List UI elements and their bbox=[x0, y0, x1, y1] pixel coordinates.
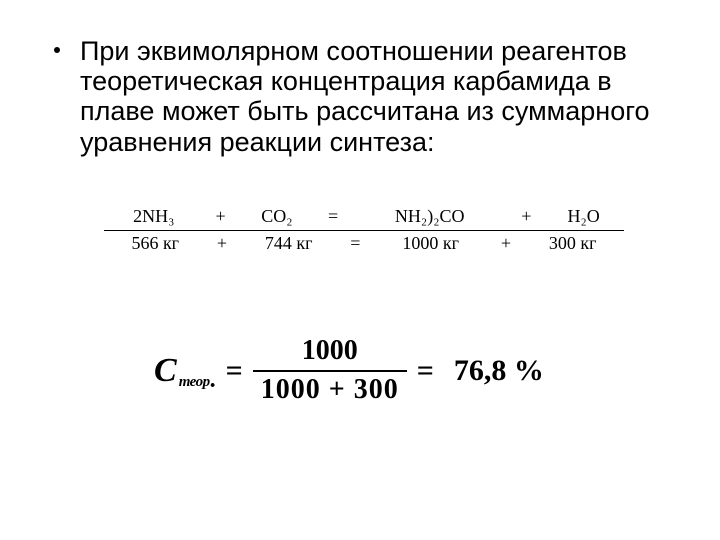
bullet-text: При эквимолярном соотношении реагентов т… bbox=[80, 36, 649, 157]
bullet-item: При эквимолярном соотношении реагентов т… bbox=[50, 36, 660, 157]
formula-equals: = bbox=[417, 354, 434, 388]
eq-cell: 744 кг bbox=[237, 231, 340, 256]
bullet-dot-icon bbox=[54, 47, 60, 53]
fraction-numerator: 1000 bbox=[294, 336, 366, 370]
formula-result: 76,8 % bbox=[454, 354, 544, 388]
concentration-formula: С теор . = 1000 1000 + 300 = 76,8 % bbox=[154, 336, 544, 406]
eq-cell: 2NH₃ bbox=[104, 204, 204, 229]
eq-cell: 300 кг bbox=[521, 231, 624, 256]
eq-cell: NH₂)₂CO bbox=[350, 204, 509, 229]
reaction-equation: 2NH₃ + CO₂ = NH₂)₂CO + H₂O 566 кг + 744 … bbox=[104, 204, 624, 256]
formula-symbol: С bbox=[154, 352, 177, 390]
eq-cell: CO₂ bbox=[238, 204, 317, 229]
formula-fraction: 1000 1000 + 300 bbox=[253, 336, 407, 406]
equation-table: 2NH₃ + CO₂ = NH₂)₂CO + H₂O bbox=[104, 204, 624, 229]
eq-cell: + bbox=[491, 231, 522, 256]
eq-cell: = bbox=[316, 204, 350, 229]
formula-subscript: теор bbox=[179, 374, 210, 391]
eq-cell: + bbox=[509, 204, 543, 229]
table-row: 566 кг + 744 кг = 1000 кг + 300 кг bbox=[104, 231, 624, 256]
formula-equals: = bbox=[226, 354, 243, 388]
slide: При эквимолярном соотношении реагентов т… bbox=[0, 0, 720, 540]
table-row: 2NH₃ + CO₂ = NH₂)₂CO + H₂O bbox=[104, 204, 624, 229]
eq-cell: 566 кг bbox=[104, 231, 207, 256]
eq-cell: H₂O bbox=[543, 204, 624, 229]
eq-cell: 1000 кг bbox=[371, 231, 491, 256]
fraction-denominator: 1000 + 300 bbox=[253, 370, 407, 406]
eq-cell: = bbox=[340, 231, 371, 256]
eq-cell: + bbox=[204, 204, 238, 229]
eq-cell: + bbox=[207, 231, 238, 256]
mass-table: 566 кг + 744 кг = 1000 кг + 300 кг bbox=[104, 231, 624, 256]
formula-subscript-dot: . bbox=[210, 367, 216, 394]
